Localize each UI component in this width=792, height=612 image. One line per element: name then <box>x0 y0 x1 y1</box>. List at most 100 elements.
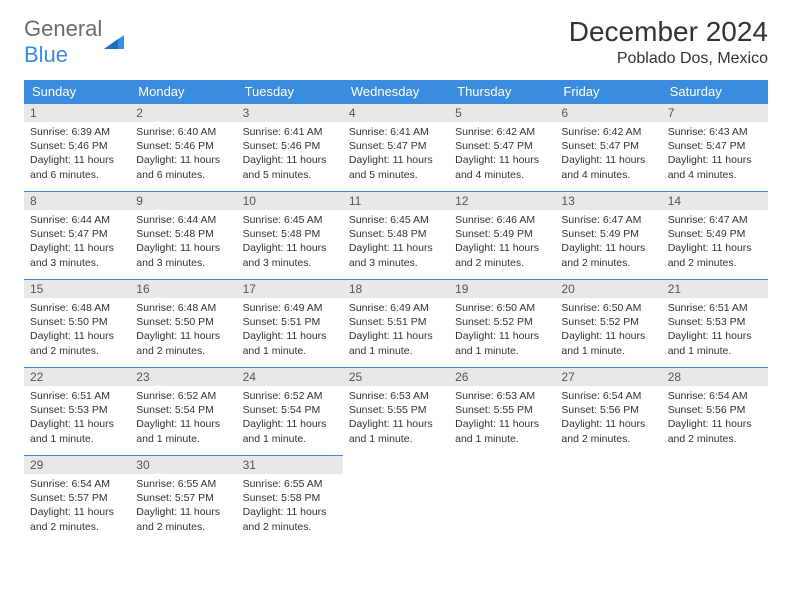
calendar-row: 22Sunrise: 6:51 AMSunset: 5:53 PMDayligh… <box>24 367 768 455</box>
day-header-row: Sunday Monday Tuesday Wednesday Thursday… <box>24 80 768 103</box>
sunrise-label: Sunrise: <box>30 390 71 402</box>
daylight-line: Daylight: 11 hours and 2 minutes. <box>30 329 124 357</box>
sunset-line: Sunset: 5:57 PM <box>30 491 124 505</box>
day-details: Sunrise: 6:52 AMSunset: 5:54 PMDaylight:… <box>237 386 343 452</box>
sunrise-label: Sunrise: <box>455 302 496 314</box>
daylight-line: Daylight: 11 hours and 4 minutes. <box>561 153 655 181</box>
sunrise-value: 6:42 AM <box>603 126 642 138</box>
sunrise-value: 6:53 AM <box>390 390 429 402</box>
sunrise-line: Sunrise: 6:52 AM <box>243 389 337 403</box>
sunset-value: 5:54 PM <box>175 404 214 416</box>
sunrise-line: Sunrise: 6:55 AM <box>136 477 230 491</box>
daylight-label: Daylight: <box>30 330 74 342</box>
daylight-line: Daylight: 11 hours and 3 minutes. <box>243 241 337 269</box>
day-details: Sunrise: 6:55 AMSunset: 5:57 PMDaylight:… <box>130 474 236 540</box>
sunset-label: Sunset: <box>561 316 600 328</box>
sunset-label: Sunset: <box>243 492 282 504</box>
day-number: 6 <box>555 103 661 122</box>
sunrise-label: Sunrise: <box>136 390 177 402</box>
sunrise-line: Sunrise: 6:53 AM <box>455 389 549 403</box>
sunrise-label: Sunrise: <box>349 390 390 402</box>
sunrise-value: 6:44 AM <box>178 214 217 226</box>
daylight-label: Daylight: <box>136 418 180 430</box>
sunset-value: 5:49 PM <box>706 228 745 240</box>
sunrise-line: Sunrise: 6:52 AM <box>136 389 230 403</box>
day-details: Sunrise: 6:50 AMSunset: 5:52 PMDaylight:… <box>449 298 555 364</box>
sunset-line: Sunset: 5:51 PM <box>349 315 443 329</box>
sunrise-line: Sunrise: 6:51 AM <box>668 301 762 315</box>
day-number: 23 <box>130 367 236 386</box>
sunrise-label: Sunrise: <box>30 214 71 226</box>
daylight-label: Daylight: <box>349 418 393 430</box>
day-number: 11 <box>343 191 449 210</box>
day-details: Sunrise: 6:42 AMSunset: 5:47 PMDaylight:… <box>555 122 661 188</box>
calendar-cell: 2Sunrise: 6:40 AMSunset: 5:46 PMDaylight… <box>130 103 236 191</box>
day-details: Sunrise: 6:44 AMSunset: 5:47 PMDaylight:… <box>24 210 130 276</box>
sunrise-line: Sunrise: 6:53 AM <box>349 389 443 403</box>
sunset-line: Sunset: 5:57 PM <box>136 491 230 505</box>
sunset-label: Sunset: <box>668 140 707 152</box>
sunset-line: Sunset: 5:55 PM <box>455 403 549 417</box>
day-number: 17 <box>237 279 343 298</box>
day-number: 10 <box>237 191 343 210</box>
sunset-line: Sunset: 5:47 PM <box>455 139 549 153</box>
sunset-line: Sunset: 5:47 PM <box>668 139 762 153</box>
sunrise-line: Sunrise: 6:48 AM <box>136 301 230 315</box>
calendar-cell: 5Sunrise: 6:42 AMSunset: 5:47 PMDaylight… <box>449 103 555 191</box>
daylight-line: Daylight: 11 hours and 1 minute. <box>136 417 230 445</box>
calendar-cell: 31Sunrise: 6:55 AMSunset: 5:58 PMDayligh… <box>237 455 343 543</box>
sunrise-value: 6:48 AM <box>178 302 217 314</box>
sunrise-line: Sunrise: 6:49 AM <box>349 301 443 315</box>
daylight-line: Daylight: 11 hours and 2 minutes. <box>136 329 230 357</box>
calendar-cell: 3Sunrise: 6:41 AMSunset: 5:46 PMDaylight… <box>237 103 343 191</box>
calendar-cell: 6Sunrise: 6:42 AMSunset: 5:47 PMDaylight… <box>555 103 661 191</box>
calendar-cell: 26 Sunrise: 6:53 AMSunset: 5:55 PMDayligh… <box>449 367 555 455</box>
day-number: 12 <box>449 191 555 210</box>
day-number: 24 <box>237 367 343 386</box>
day-number: 2 <box>130 103 236 122</box>
day-number: 26 <box>449 367 555 386</box>
sunset-line: Sunset: 5:58 PM <box>243 491 337 505</box>
sunrise-value: 6:54 AM <box>71 478 110 490</box>
sunset-line: Sunset: 5:56 PM <box>561 403 655 417</box>
sunrise-line: Sunrise: 6:43 AM <box>668 125 762 139</box>
sunrise-label: Sunrise: <box>561 126 602 138</box>
sunset-label: Sunset: <box>455 404 494 416</box>
sunset-label: Sunset: <box>136 404 175 416</box>
day-header: Friday <box>555 80 661 103</box>
sunset-label: Sunset: <box>349 228 388 240</box>
sunset-value: 5:56 PM <box>600 404 639 416</box>
daylight-line: Daylight: 11 hours and 1 minute. <box>243 329 337 357</box>
sunset-line: Sunset: 5:48 PM <box>349 227 443 241</box>
sunset-line: Sunset: 5:49 PM <box>668 227 762 241</box>
daylight-line: Daylight: 11 hours and 1 minute. <box>349 417 443 445</box>
sunrise-line: Sunrise: 6:42 AM <box>561 125 655 139</box>
sunrise-value: 6:43 AM <box>709 126 748 138</box>
sunrise-label: Sunrise: <box>349 126 390 138</box>
calendar-cell: 19Sunrise: 6:50 AMSunset: 5:52 PMDayligh… <box>449 279 555 367</box>
sunset-value: 5:47 PM <box>69 228 108 240</box>
logo: General Blue <box>24 16 124 68</box>
sunrise-label: Sunrise: <box>136 214 177 226</box>
daylight-label: Daylight: <box>455 418 499 430</box>
daylight-line: Daylight: 11 hours and 2 minutes. <box>561 241 655 269</box>
sunset-line: Sunset: 5:54 PM <box>136 403 230 417</box>
sunset-label: Sunset: <box>455 140 494 152</box>
day-number: 5 <box>449 103 555 122</box>
sunset-label: Sunset: <box>136 228 175 240</box>
daylight-line: Daylight: 11 hours and 6 minutes. <box>30 153 124 181</box>
sunrise-line: Sunrise: 6:39 AM <box>30 125 124 139</box>
day-number: 21 <box>662 279 768 298</box>
daylight-line: Daylight: 11 hours and 1 minute. <box>561 329 655 357</box>
sunset-value: 5:51 PM <box>281 316 320 328</box>
day-details: Sunrise: 6:46 AMSunset: 5:49 PMDaylight:… <box>449 210 555 276</box>
sunset-label: Sunset: <box>30 316 69 328</box>
sunrise-line: Sunrise: 6:54 AM <box>561 389 655 403</box>
daylight-line: Daylight: 11 hours and 1 minute. <box>30 417 124 445</box>
sunrise-value: 6:53 AM <box>497 390 536 402</box>
header: General Blue December 2024 Poblado Dos, … <box>24 16 768 68</box>
day-number: 8 <box>24 191 130 210</box>
sunset-line: Sunset: 5:47 PM <box>30 227 124 241</box>
sunrise-value: 6:49 AM <box>284 302 323 314</box>
day-details: Sunrise: 6:53 AMSunset: 5:55 PMDaylight:… <box>343 386 449 452</box>
